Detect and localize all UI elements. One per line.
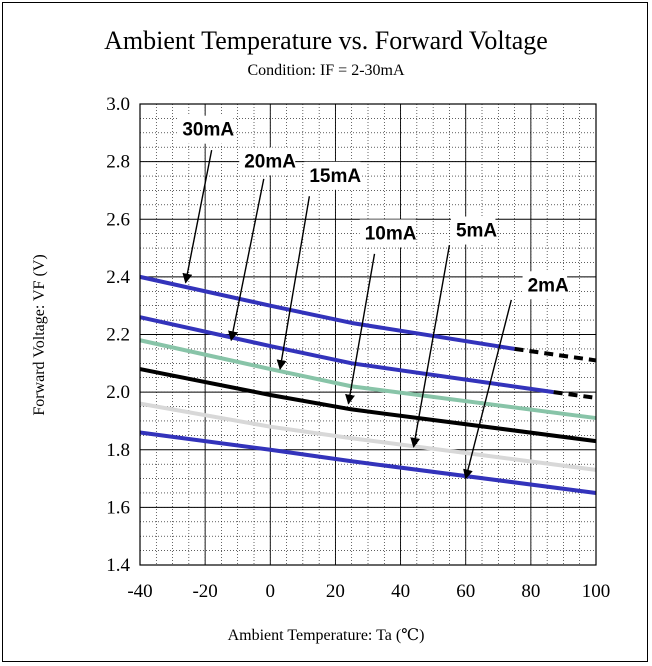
series-line	[139, 274, 515, 351]
annotation-arrow	[228, 178, 265, 342]
x-tick-label: -40	[127, 581, 152, 602]
annotation-arrow	[182, 149, 213, 284]
annotation-arrow	[410, 245, 451, 448]
annotation-label: 15mA	[309, 166, 361, 187]
y-tick-label: 1.6	[106, 497, 130, 518]
chart-title: Ambient Temperature vs. Forward Voltage	[104, 26, 548, 55]
series-extrapolation	[553, 390, 597, 400]
y-tick-label: 2.8	[106, 152, 130, 173]
annotation-label: 2mA	[528, 275, 569, 296]
x-tick-label: 100	[582, 581, 611, 602]
annotation-arrow	[345, 253, 376, 405]
y-tick-label: 2.2	[106, 325, 130, 346]
series-line	[139, 338, 597, 421]
x-tick-label: -20	[192, 581, 217, 602]
y-tick-label: 3.0	[106, 94, 130, 115]
y-tick-label: 1.4	[106, 555, 130, 576]
annotation-label: 30mA	[182, 120, 234, 141]
series-extrapolation	[514, 346, 597, 363]
y-tick-label: 2.0	[106, 382, 130, 403]
series-line	[139, 367, 597, 444]
annotation-label-bg	[522, 271, 568, 300]
x-tick-label: 60	[456, 581, 475, 602]
x-tick-label: 40	[391, 581, 410, 602]
annotation-label-bg	[450, 216, 496, 245]
series-line	[139, 315, 554, 395]
x-tick-label: 20	[326, 581, 345, 602]
annotation-label-bg	[177, 115, 234, 144]
y-tick-label: 1.8	[106, 440, 130, 461]
series-line	[139, 401, 597, 472]
annotation-label: 5mA	[456, 221, 497, 242]
x-axis-label: Ambient Temperature: Ta (℃)	[227, 627, 425, 644]
y-tick-label: 2.4	[106, 267, 130, 288]
x-tick-label: 0	[266, 581, 276, 602]
x-tick-label: 80	[521, 581, 540, 602]
annotation-label: 10mA	[365, 223, 417, 244]
annotation-label-bg	[239, 147, 296, 176]
annotation-label-bg	[359, 219, 416, 248]
annotation-arrow	[463, 299, 512, 480]
chart-subtitle: Condition: IF = 2-30mA	[247, 62, 405, 79]
annotation-label: 20mA	[244, 151, 296, 172]
plot-border	[139, 103, 597, 566]
y-tick-label: 2.6	[106, 209, 130, 230]
annotation-arrow	[276, 196, 311, 371]
annotation-label-bg	[304, 161, 361, 190]
series-line	[139, 430, 597, 495]
